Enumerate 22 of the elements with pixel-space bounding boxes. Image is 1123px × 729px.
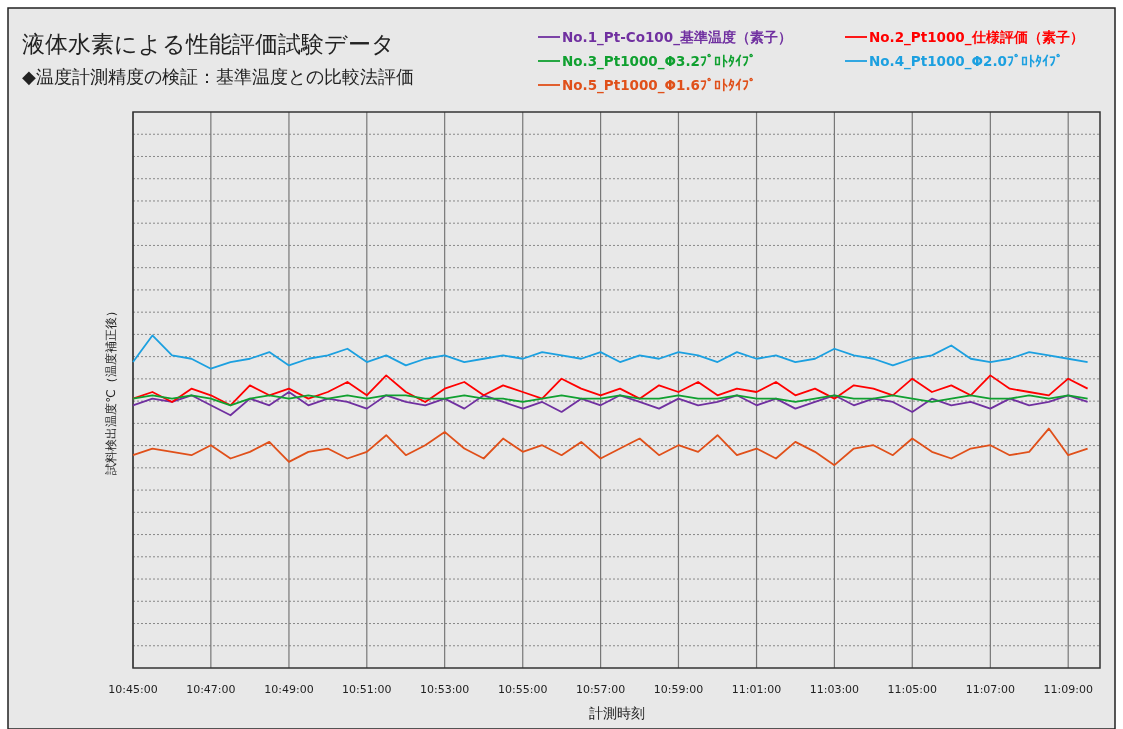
chart-subtitle: ◆温度計測精度の検証：基準温度との比較法評価 [22,66,414,87]
x-tick-label: 10:45:00 [108,683,158,696]
x-tick-label: 10:49:00 [264,683,314,696]
x-tick-label: 11:03:00 [809,683,860,696]
chart-title: 液体水素による性能評価試験データ [22,31,395,57]
x-tick-label: 10:53:00 [419,683,470,696]
legend-label: No.5_Pt1000_Φ1.6ﾌﾟﾛﾄﾀｲﾌﾟ [562,77,756,94]
x-tick-label: 11:05:00 [887,683,937,696]
x-tick-label: 11:09:00 [1043,683,1093,696]
legend-label: No.4_Pt1000_Φ2.0ﾌﾟﾛﾄﾀｲﾌﾟ [869,53,1063,70]
legend-label: No.3_Pt1000_Φ3.2ﾌﾟﾛﾄﾀｲﾌﾟ [562,53,756,70]
x-tick-label: 11:07:00 [965,683,1016,696]
y-axis-title: 試料検出温度℃（温度補正後） [104,305,118,475]
x-axis-title: 計測時刻 [588,705,645,721]
legend-label: No.2_Pt1000_仕様評価（素子） [869,29,1084,46]
legend-label: No.1_Pt-Co100_基準温度（素子） [562,29,792,46]
x-tick-label: 10:57:00 [575,683,626,696]
x-tick-label: 10:59:00 [653,683,704,696]
x-tick-label: 10:51:00 [342,683,392,696]
x-tick-label: 10:47:00 [186,683,236,696]
x-tick-label: 10:55:00 [498,683,548,696]
x-tick-label: 11:01:00 [731,683,782,696]
